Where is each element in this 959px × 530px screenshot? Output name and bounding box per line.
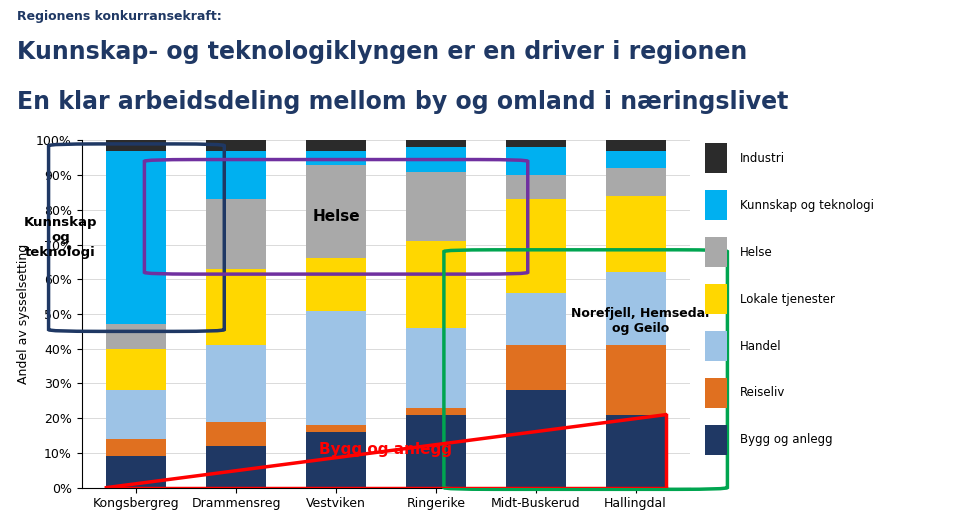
Bar	[206, 446, 267, 488]
Bar	[106, 324, 166, 349]
Bar	[106, 349, 166, 391]
Text: Kunnskap
og
teknologi: Kunnskap og teknologi	[24, 216, 97, 259]
Bar	[705, 190, 728, 220]
Bar	[206, 345, 267, 422]
Bar	[705, 144, 728, 173]
Bar	[406, 408, 466, 414]
Bar	[406, 241, 466, 328]
Bar	[705, 331, 728, 361]
Bar	[505, 391, 566, 488]
Bar	[606, 196, 666, 272]
Text: Industri: Industri	[740, 152, 785, 165]
Bar	[406, 328, 466, 408]
Bar	[505, 293, 566, 345]
Bar	[206, 269, 267, 345]
Bar	[505, 199, 566, 293]
Bar	[306, 165, 366, 259]
Bar	[106, 391, 166, 439]
Bar	[705, 237, 728, 267]
Text: Reiseliv: Reiseliv	[740, 386, 785, 400]
Bar	[406, 147, 466, 172]
Bar	[606, 272, 666, 345]
Bar	[705, 425, 728, 455]
Bar	[505, 175, 566, 199]
Bar	[306, 311, 366, 425]
Bar	[106, 439, 166, 456]
Bar	[106, 140, 166, 151]
Text: Kunnskap og teknologi: Kunnskap og teknologi	[740, 199, 874, 211]
Text: Bygg og anlegg: Bygg og anlegg	[319, 442, 453, 457]
Bar	[206, 199, 267, 269]
Bar	[505, 140, 566, 147]
Text: Bygg og anlegg: Bygg og anlegg	[740, 434, 832, 446]
Bar	[106, 456, 166, 488]
Bar	[705, 378, 728, 408]
Bar	[306, 432, 366, 488]
Bar	[206, 140, 267, 151]
Bar	[306, 259, 366, 311]
Bar	[306, 151, 366, 165]
Text: Lokale tjenester: Lokale tjenester	[740, 293, 835, 306]
Bar	[606, 168, 666, 196]
Text: Helse: Helse	[313, 209, 360, 224]
Bar	[206, 422, 267, 446]
Bar	[306, 140, 366, 151]
Text: Handel: Handel	[740, 340, 782, 352]
Bar	[406, 172, 466, 241]
Y-axis label: Andel av sysselsetting: Andel av sysselsetting	[17, 244, 31, 384]
Bar	[306, 425, 366, 432]
Text: Norefjell, Hemsedal
og Geilo: Norefjell, Hemsedal og Geilo	[572, 307, 710, 335]
Bar	[106, 151, 166, 324]
Bar	[406, 140, 466, 147]
Text: Regionens konkurransekraft:: Regionens konkurransekraft:	[17, 10, 222, 23]
Bar	[606, 140, 666, 151]
Text: En klar arbeidsdeling mellom by og omland i næringslivet: En klar arbeidsdeling mellom by og omlan…	[17, 90, 788, 113]
Bar	[206, 151, 267, 199]
Bar	[606, 414, 666, 488]
Bar	[705, 284, 728, 314]
Bar	[406, 414, 466, 488]
Bar	[505, 147, 566, 175]
Bar	[606, 345, 666, 414]
Bar	[505, 345, 566, 391]
Bar	[606, 151, 666, 168]
Text: Helse: Helse	[740, 245, 773, 259]
Text: Kunnskap- og teknologiklyngen er en driver i regionen: Kunnskap- og teknologiklyngen er en driv…	[17, 40, 747, 64]
